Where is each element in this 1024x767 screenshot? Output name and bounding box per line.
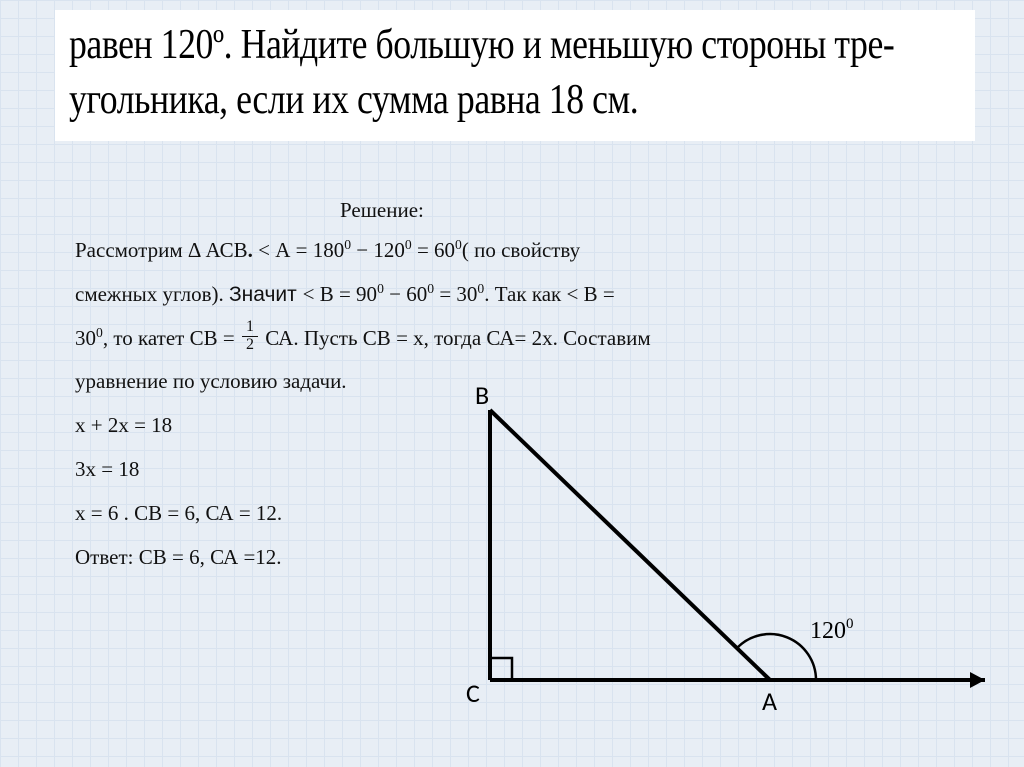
lt: < xyxy=(258,238,270,262)
deg: 0 xyxy=(344,237,351,252)
problem-text: равен 120º. Найдите большую и меньшую ст… xyxy=(69,18,964,127)
text: В = xyxy=(578,282,614,306)
text: смежных углов). xyxy=(75,282,229,306)
text: 30 xyxy=(75,326,96,350)
vertex-label-c: С xyxy=(466,677,480,709)
text: − 60 xyxy=(384,282,427,306)
deg: 0 xyxy=(377,281,384,296)
fraction: 12 xyxy=(242,319,258,354)
problem-line-1: равен 120º. Найдите большую и меньшую ст… xyxy=(69,22,894,68)
text: . Так как xyxy=(484,282,566,306)
deg: 0 xyxy=(96,325,103,340)
vertex-label-a: А xyxy=(762,685,777,717)
solution-line-3: 300, то катет СВ = 12 СА. Пусть СВ = х, … xyxy=(75,320,955,358)
solution-line-2: смежных углов). Значит < В = 900 − 600 =… xyxy=(75,276,955,314)
angle-value: 1200 xyxy=(810,616,854,644)
deg: 0 xyxy=(405,237,412,252)
text: Значит xyxy=(229,283,303,306)
text: А = 180 xyxy=(270,238,344,262)
text: , то катет СВ = xyxy=(103,326,240,350)
lt: < xyxy=(566,282,578,306)
solution-heading: Решение: xyxy=(340,198,424,223)
deg: 0 xyxy=(455,237,462,252)
solution-line-1: Рассмотрим Δ АСВ. < А = 1800 − 1200 = 60… xyxy=(75,232,955,270)
angle-num: 120 xyxy=(810,618,846,644)
problem-line-2: угольника, если их сумма равна 18 см. xyxy=(69,77,638,123)
deg: 0 xyxy=(846,616,854,632)
denominator: 2 xyxy=(242,337,258,354)
triangle-diagram: В С А 1200 xyxy=(430,380,1010,750)
right-angle-marker xyxy=(490,658,512,680)
text: = 30 xyxy=(434,282,477,306)
vertex-label-b: В xyxy=(475,380,489,411)
numerator: 1 xyxy=(242,319,258,337)
dot: . xyxy=(248,238,253,262)
hypotenuse-ba xyxy=(490,410,770,680)
lt: < xyxy=(303,282,315,306)
text: Рассмотрим Δ АСВ xyxy=(75,238,248,262)
text: ( по свойству xyxy=(462,238,580,262)
arrow-head-icon xyxy=(970,672,985,688)
text: − 120 xyxy=(351,238,405,262)
text: = 60 xyxy=(412,238,455,262)
text: В = 90 xyxy=(314,282,377,306)
text: СА. Пусть СВ = х, тогда СА= 2х. Составим xyxy=(260,326,651,350)
problem-box: равен 120º. Найдите большую и меньшую ст… xyxy=(55,10,975,141)
